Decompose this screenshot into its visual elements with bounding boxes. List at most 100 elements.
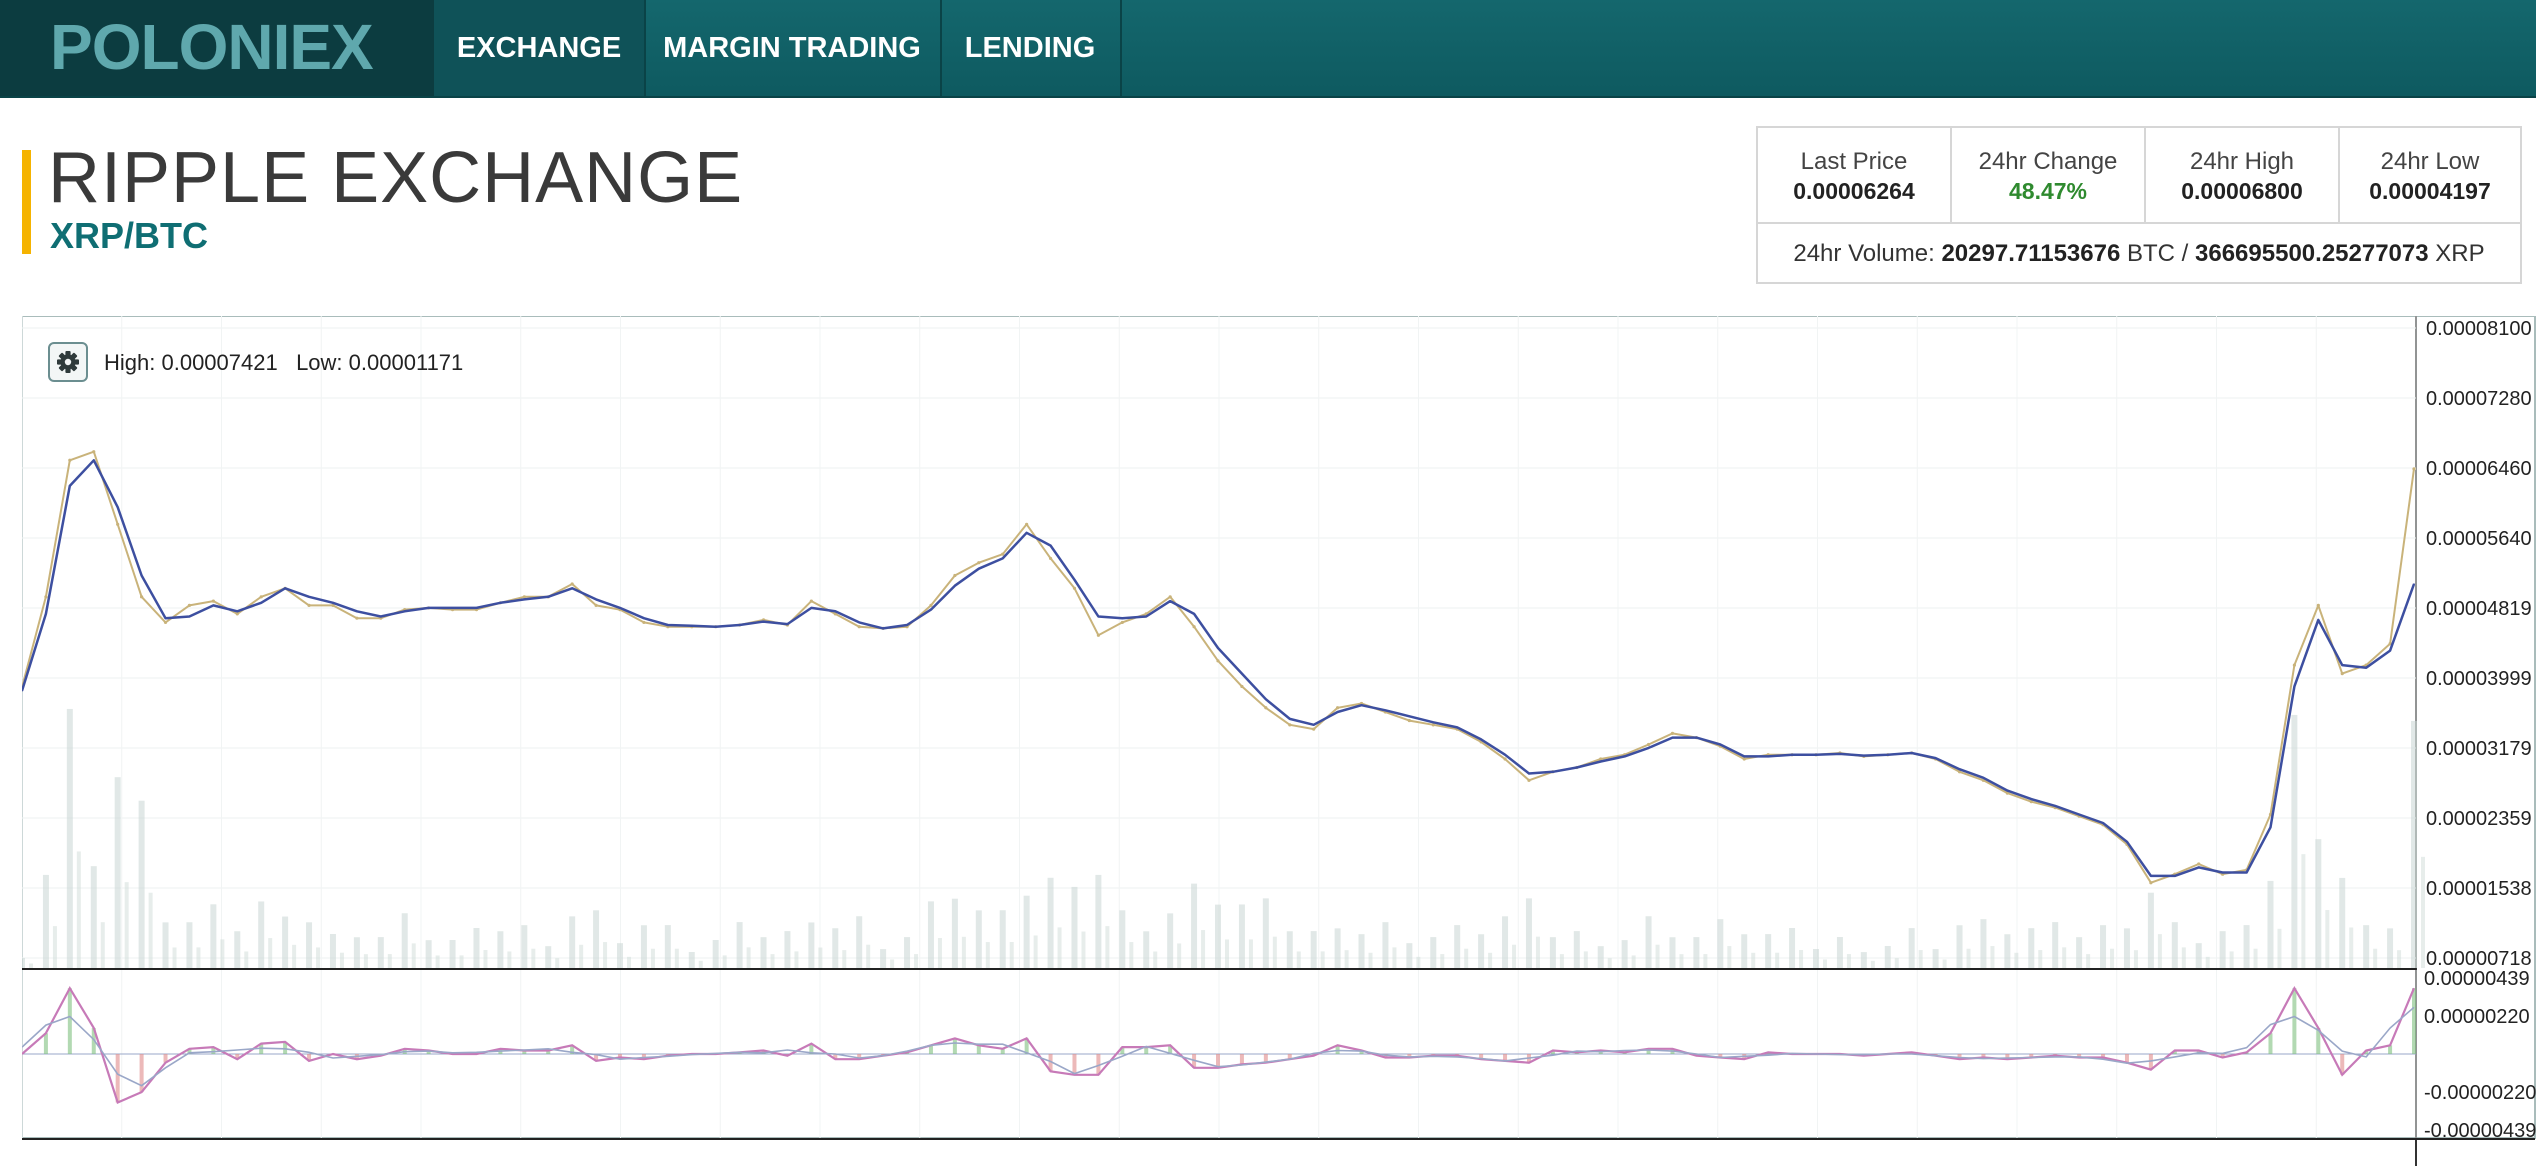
oscillator-histogram-bar [857, 1054, 862, 1060]
volume-bar [210, 904, 217, 968]
y-tick-label: 0.00004819 [2426, 598, 2532, 620]
volume-bar [2243, 925, 2250, 968]
volume-bar [1799, 950, 1804, 968]
ma-point [1456, 726, 1458, 729]
ma-point [2221, 871, 2224, 874]
price-point [1025, 522, 1029, 526]
volume-bar [975, 910, 982, 968]
volume-bar [1320, 951, 1325, 968]
ma-point [2389, 649, 2391, 652]
ma-point [2126, 840, 2128, 843]
oscillator-histogram-bar [546, 1050, 551, 1054]
ma-point [1336, 711, 1339, 713]
volume-bar [483, 950, 488, 968]
y-tick-label: 0.00003999 [2426, 668, 2532, 690]
oscillator-histogram-bar [570, 1045, 575, 1054]
ma-point [1145, 615, 1148, 618]
y-tick-label: 0.00000718 [2426, 948, 2532, 970]
volume-bar [1153, 951, 1158, 968]
nav-lending[interactable]: LENDING [940, 0, 1122, 96]
volume-bar [1717, 919, 1724, 968]
volume-bar [2110, 948, 2115, 968]
price-point [235, 612, 239, 616]
stat-last-price: Last Price 0.00006264 [1758, 128, 1952, 222]
ma-point [1528, 772, 1530, 775]
oscillator-histogram-bar [1957, 1054, 1962, 1060]
volume-bar [2181, 947, 2186, 968]
ma-point [2174, 875, 2176, 877]
ma-point [1360, 704, 1363, 707]
last-price-value: 0.00006264 [1793, 178, 1915, 204]
ma-point [523, 598, 526, 601]
volume-bar [880, 949, 887, 968]
volume-bar [1167, 913, 1174, 968]
nav-margin-trading[interactable]: MARGIN TRADING [644, 0, 942, 96]
volume-bar [2195, 943, 2202, 968]
volume-bar [1741, 934, 1748, 968]
poloniex-logo[interactable]: POLONIEX [50, 11, 374, 83]
price-point [116, 522, 120, 526]
price-point [1072, 586, 1077, 590]
ma-point [858, 621, 860, 624]
price-chart[interactable]: 0.00008100 0.00007280 0.00006460 0.00005640… [22, 316, 2536, 1166]
volume-bar [808, 922, 815, 968]
volume-bar [2277, 928, 2282, 968]
title-accent-bar [22, 150, 31, 254]
volume-bar [712, 940, 719, 968]
nav-exchange[interactable]: EXCHANGE [434, 0, 646, 96]
volume-bar [603, 942, 608, 968]
ma-point [1839, 753, 1841, 755]
oscillator-histogram-bar [2340, 1054, 2345, 1075]
volume-bar [674, 948, 679, 968]
volume-bar [531, 948, 536, 968]
volume-bar [268, 938, 273, 968]
volume-bar [1870, 960, 1875, 968]
volume-bar [1081, 931, 1086, 968]
chart-settings-button[interactable] [48, 342, 88, 382]
volume-btc-unit: BTC / [2127, 240, 2189, 267]
ma-point [1193, 613, 1195, 615]
volume-bar [2123, 928, 2130, 968]
price-chart-container[interactable]: 0.00008100 0.00007280 0.00006460 0.00005640… [22, 316, 2536, 1166]
volume-bar [1607, 958, 1612, 968]
volume-bar [258, 901, 265, 968]
ma-point [2078, 813, 2080, 816]
ma-point [1647, 747, 1650, 749]
ma-point [45, 613, 47, 615]
volume-bar [1836, 937, 1843, 968]
oscillator-histogram-bar [211, 1047, 216, 1054]
volume-bar [951, 898, 958, 968]
volume-bar [2291, 714, 2298, 968]
price-point [2292, 663, 2296, 667]
volume-bar [497, 931, 504, 968]
volume-bar [1201, 930, 1206, 968]
volume-bar [2171, 922, 2178, 968]
price-point [977, 561, 981, 565]
volume-bar [784, 931, 791, 968]
y-tick-label: 0.00007280 [2426, 388, 2532, 410]
high-label: 24hr High [2189, 148, 2295, 175]
oscillator-histogram-bar [976, 1045, 981, 1054]
oscillator-histogram-bar [1024, 1038, 1029, 1054]
price-point [809, 599, 813, 603]
volume-bar [866, 944, 871, 968]
price-point [1264, 706, 1268, 710]
price-point [68, 458, 72, 462]
volume-bar [1478, 934, 1485, 968]
volume-bar [545, 946, 552, 968]
logo-area[interactable]: POLONIEX [0, 0, 434, 96]
ma-point [2102, 822, 2104, 824]
volume-bar [1368, 952, 1373, 968]
volume-bar [2397, 950, 2402, 968]
ma-point [2413, 583, 2415, 585]
volume-bar [688, 952, 695, 968]
volume-bar [650, 948, 655, 968]
oscillator-histogram-bar [67, 988, 72, 1054]
volume-bar [664, 925, 671, 968]
ma-point [1982, 776, 1985, 779]
price-point [2388, 642, 2392, 646]
ma-point [499, 602, 502, 604]
chart-low-label: Low: [296, 350, 343, 375]
last-price-label: Last Price [1800, 148, 1908, 175]
volume-bar [2267, 880, 2274, 968]
